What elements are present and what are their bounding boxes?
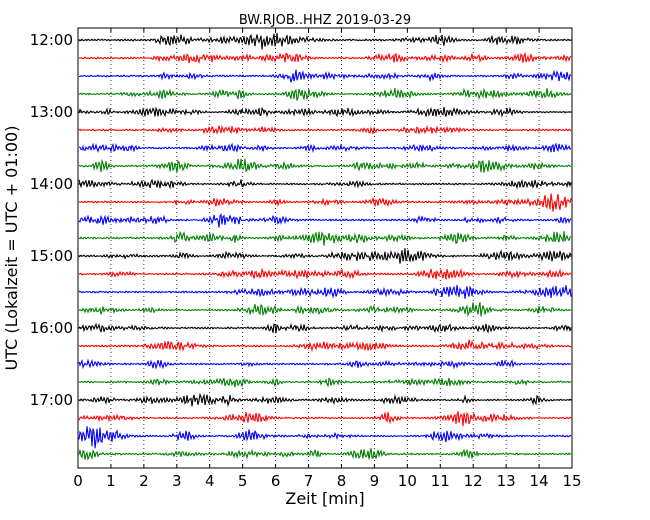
trace-line bbox=[78, 248, 572, 264]
x-tick-label: 10 bbox=[398, 472, 417, 490]
x-tick-label: 13 bbox=[497, 472, 516, 490]
trace-line bbox=[78, 339, 572, 352]
x-tick-label: 12 bbox=[464, 472, 483, 490]
x-tick-label: 9 bbox=[370, 472, 380, 490]
plot-frame bbox=[77, 27, 573, 469]
seismic-traces bbox=[78, 32, 572, 462]
trace-line bbox=[78, 69, 572, 83]
chart-title: BW.RJOB..HHZ 2019-03-29 bbox=[239, 13, 411, 28]
y-axis-label: UTC (Lokalzeit = UTC + 01:00) bbox=[2, 126, 21, 371]
plot-background bbox=[78, 28, 572, 468]
trace-line bbox=[78, 106, 572, 118]
x-grid bbox=[110, 28, 540, 468]
trace-line bbox=[78, 32, 572, 50]
trace-line bbox=[78, 178, 572, 190]
x-axis-label: Zeit [min] bbox=[285, 489, 364, 508]
x-tick-label: 6 bbox=[271, 472, 281, 490]
trace-line bbox=[78, 230, 572, 246]
trace-line bbox=[78, 285, 572, 299]
trace-line bbox=[78, 392, 572, 408]
trace-line bbox=[78, 358, 572, 370]
x-tick-label: 11 bbox=[431, 472, 450, 490]
y-tick-label: 12:00 bbox=[30, 31, 73, 49]
y-tick-label: 17:00 bbox=[30, 391, 73, 409]
trace-line bbox=[78, 377, 572, 388]
x-tick-label: 8 bbox=[337, 472, 347, 490]
x-tick-label: 2 bbox=[139, 472, 149, 490]
y-tick-label: 13:00 bbox=[30, 103, 73, 121]
x-ticks: 0 1 2 3 4 5 6 7 8 9 10 11 12 13 14 15 bbox=[73, 28, 582, 490]
trace-line bbox=[78, 142, 572, 153]
x-tick-label: 1 bbox=[106, 472, 116, 490]
y-tick-label: 14:00 bbox=[30, 175, 73, 193]
x-tick-label: 7 bbox=[304, 472, 314, 490]
trace-line bbox=[78, 87, 572, 101]
y-tick-label: 16:00 bbox=[30, 319, 73, 337]
trace-line bbox=[78, 158, 572, 173]
trace-line bbox=[78, 426, 572, 449]
trace-line bbox=[78, 302, 572, 317]
x-tick-label: 4 bbox=[205, 472, 215, 490]
trace-line bbox=[78, 51, 572, 64]
y-tick-label: 15:00 bbox=[30, 247, 73, 265]
trace-line bbox=[78, 267, 572, 280]
trace-line bbox=[78, 322, 572, 334]
x-tick-label: 14 bbox=[530, 472, 549, 490]
trace-line bbox=[78, 212, 572, 228]
y-ticks: 12:00 13:00 14:00 15:00 16:00 17:00 bbox=[30, 31, 572, 409]
trace-line bbox=[78, 124, 572, 135]
x-tick-label: 5 bbox=[238, 472, 248, 490]
trace-line bbox=[78, 448, 572, 462]
x-tick-label: 15 bbox=[562, 472, 581, 490]
trace-line bbox=[78, 193, 572, 212]
x-tick-label: 3 bbox=[172, 472, 182, 490]
trace-line bbox=[78, 411, 572, 427]
x-tick-label: 0 bbox=[73, 472, 83, 490]
